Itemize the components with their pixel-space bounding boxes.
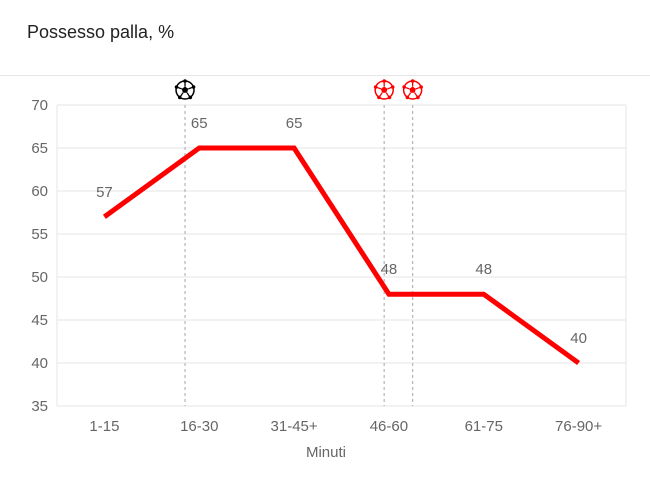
soccer-ball-red-icon [401, 78, 424, 100]
data-label: 57 [96, 184, 113, 201]
y-tick-label: 55 [31, 226, 48, 243]
y-tick-label: 70 [31, 97, 48, 114]
y-tick-label: 40 [31, 355, 48, 372]
x-axis-title: Minuti [306, 444, 346, 461]
data-label: 65 [286, 115, 303, 132]
y-tick-label: 50 [31, 269, 48, 286]
x-tick-label: 46-60 [370, 418, 408, 435]
x-tick-label: 1-15 [89, 418, 119, 435]
x-tick-label: 61-75 [465, 418, 503, 435]
y-tick-label: 35 [31, 398, 48, 415]
data-label: 48 [475, 261, 492, 278]
title-divider [0, 75, 650, 76]
soccer-ball-red-icon [373, 78, 396, 100]
y-tick-label: 65 [31, 140, 48, 157]
possession-series-line [102, 145, 581, 366]
x-tick-label: 31-45+ [271, 418, 318, 435]
data-label: 40 [570, 330, 587, 347]
data-label: 48 [381, 261, 398, 278]
y-tick-label: 60 [31, 183, 48, 200]
data-label: 65 [191, 115, 208, 132]
y-tick-label: 45 [31, 312, 48, 329]
chart-title: Possesso palla, % [27, 22, 175, 42]
x-tick-label: 76-90+ [555, 418, 602, 435]
soccer-ball-black-icon [173, 78, 197, 100]
x-tick-label: 16-30 [180, 418, 218, 435]
